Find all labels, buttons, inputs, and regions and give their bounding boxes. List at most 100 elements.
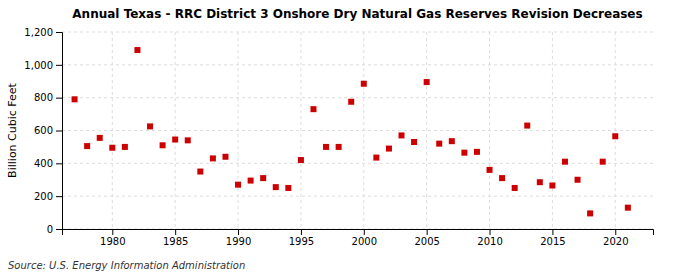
grid-line [62, 32, 653, 33]
point [575, 177, 581, 183]
tick: 2020 [603, 229, 628, 247]
point [248, 178, 254, 184]
title: Annual Texas - RRC District 3 Onshore Dr… [72, 7, 642, 21]
tick-label: 1,000 [24, 60, 53, 71]
point [499, 175, 505, 181]
tick: 1990 [226, 229, 251, 247]
point [449, 138, 455, 144]
tick-label: 1980 [100, 236, 125, 247]
tick-mark [301, 229, 302, 235]
point [600, 159, 606, 165]
point [361, 81, 367, 87]
grid-line [552, 32, 553, 229]
point [612, 133, 618, 139]
grid-line [62, 130, 653, 131]
tick: 1980 [100, 229, 125, 247]
point [562, 159, 568, 165]
tick-mark [552, 229, 553, 235]
point [348, 99, 354, 105]
point [197, 169, 203, 175]
x-axis: 1980 1985 1990 1995 2000 2005 2010 2015 2020 [63, 229, 654, 247]
point [72, 96, 78, 102]
point [323, 144, 329, 150]
tick-mark [56, 98, 62, 99]
grid-line [62, 64, 653, 65]
tick: 1,000 [24, 60, 62, 71]
grid-line [175, 32, 176, 229]
point [172, 137, 178, 143]
point [512, 185, 518, 191]
tick-label: 1985 [163, 236, 188, 247]
point [487, 167, 493, 173]
tick: 400 [34, 158, 62, 169]
tick-mark [615, 229, 616, 235]
axis-line [63, 230, 654, 236]
tick: 1,200 [24, 27, 62, 38]
tick-mark [112, 229, 113, 235]
tick-mark [56, 163, 62, 164]
tick-mark [238, 229, 239, 235]
point [424, 79, 430, 85]
point [399, 132, 405, 138]
tick: 2015 [540, 229, 565, 247]
tick-label: 0 [47, 224, 53, 235]
point [97, 135, 103, 141]
axis-line [56, 33, 63, 230]
point [273, 184, 279, 190]
point [298, 157, 304, 163]
point [411, 139, 417, 145]
source-note: Source: U.S. Energy Information Administ… [8, 260, 245, 271]
tick-label: 1990 [226, 236, 251, 247]
tick: 0 [47, 224, 62, 235]
chart: 1980 1985 1990 1995 2000 2005 2010 2015 2020 0 200… [0, 0, 675, 275]
tick-label: 2020 [603, 236, 628, 247]
point [587, 210, 593, 216]
point [625, 205, 631, 211]
point [336, 144, 342, 150]
tick-label: 2000 [352, 236, 377, 247]
tick-label: 600 [34, 125, 53, 136]
tick-mark [427, 229, 428, 235]
tick-mark [56, 229, 62, 230]
plot: 1980 1985 1990 1995 2000 2005 2010 2015 2020 0 200… [24, 27, 653, 247]
points [72, 47, 631, 216]
tick-label: 200 [34, 191, 53, 202]
point [386, 146, 392, 152]
tick-mark [175, 229, 176, 235]
point [160, 142, 166, 148]
grid-line [300, 32, 301, 229]
point [285, 185, 291, 191]
point [373, 155, 379, 161]
point [461, 150, 467, 156]
tick: 1995 [289, 229, 314, 247]
point [147, 123, 153, 129]
tick: 200 [34, 191, 62, 202]
point [185, 137, 191, 143]
grid [62, 32, 653, 229]
tick-mark [56, 32, 62, 33]
point [210, 155, 216, 161]
tick: 2000 [352, 229, 377, 247]
point [235, 182, 241, 188]
point [549, 182, 555, 188]
tick-mark [490, 229, 491, 235]
y-axis: 0 200 400 600 800 1,000 1,200 [24, 27, 62, 235]
tick: 800 [34, 92, 62, 103]
point [222, 154, 228, 160]
point [474, 149, 480, 155]
tick: 2010 [477, 229, 502, 247]
tick-mark [364, 229, 365, 235]
tick-label: 2010 [477, 236, 502, 247]
tick-mark [56, 65, 62, 66]
point [122, 144, 128, 150]
point [310, 106, 316, 112]
tick-label: 2015 [540, 236, 565, 247]
tick: 600 [34, 125, 62, 136]
point [84, 143, 90, 149]
tick-label: 1,200 [24, 27, 53, 38]
tick-label: 2005 [414, 236, 439, 247]
tick: 1985 [163, 229, 188, 247]
tick: 2005 [414, 229, 439, 247]
tick-label: 800 [34, 92, 53, 103]
point [537, 179, 543, 185]
